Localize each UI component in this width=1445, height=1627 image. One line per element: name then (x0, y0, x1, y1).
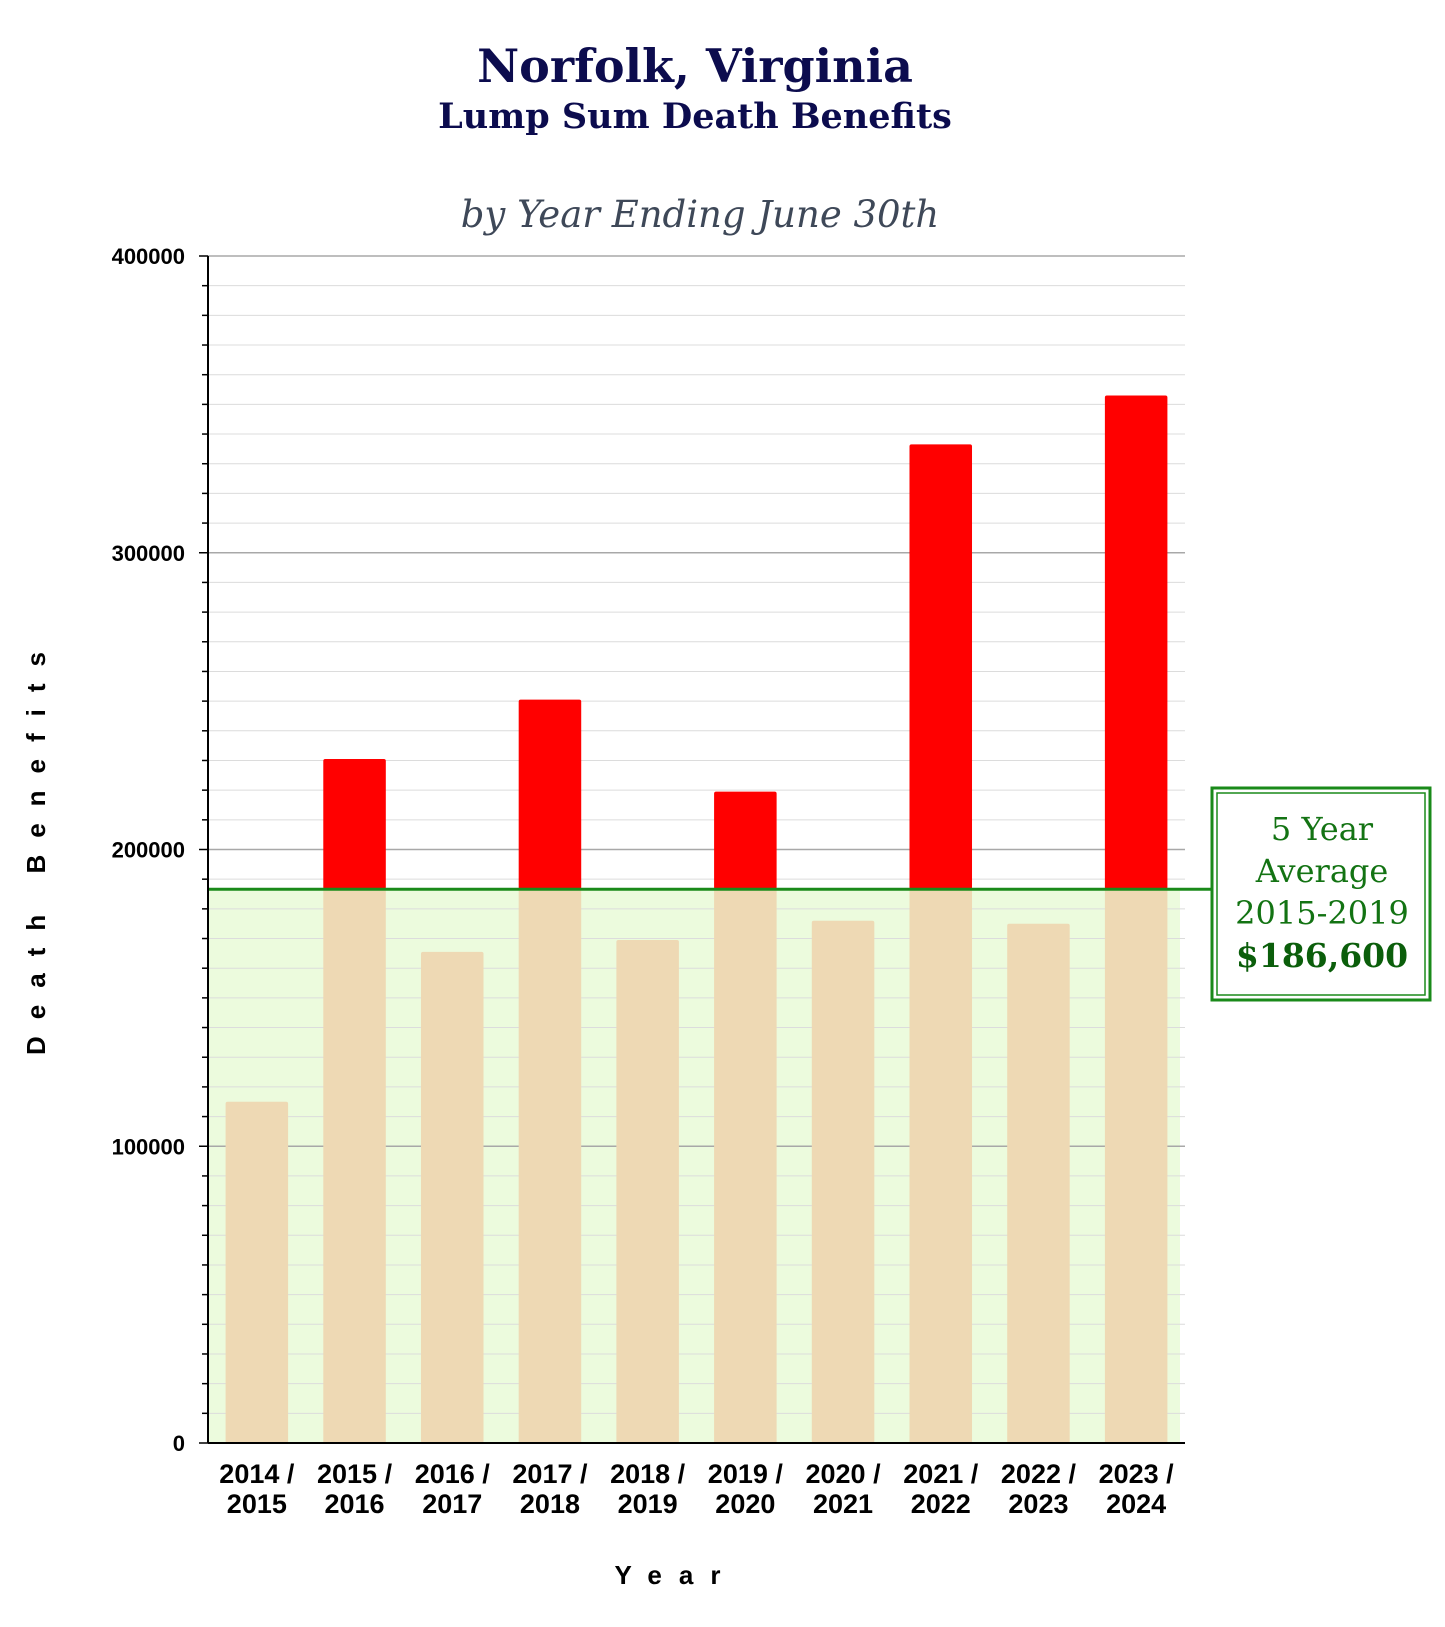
average-annotation: 5 Year Average 2015-2019 $186,600 (1210, 786, 1432, 1002)
chart-title: Norfolk, Virginia (477, 39, 913, 93)
axes (199, 255, 1185, 1444)
x-tick-label: 2016 /2017 (415, 1459, 491, 1519)
chart-subtitle: by Year Ending June 30th (461, 193, 940, 236)
average-label-line-1: 5 Year (1271, 810, 1374, 848)
bar-below-average (714, 889, 777, 1443)
y-axis-title: Death Benefits (21, 635, 51, 1055)
bar (225, 1101, 289, 1443)
x-tick-label: 2015 /2016 (317, 1459, 393, 1519)
y-tick-label: 200000 (112, 838, 185, 863)
bar-above-average (714, 791, 777, 890)
average-value: $186,600 (1236, 936, 1408, 975)
bar-above-average (909, 444, 973, 890)
average-label-line-3: 2015-2019 (1235, 894, 1409, 932)
bar-below-average (1104, 889, 1168, 1443)
x-tick-label: 2014 /2015 (219, 1459, 295, 1519)
x-tick-label: 2017 /2018 (512, 1459, 588, 1519)
chart-title-line-2: Lump Sum Death Benefits (438, 96, 952, 137)
y-tick-label: 300000 (112, 541, 185, 566)
x-axis-title: Year (615, 1560, 738, 1590)
x-tick-label: 2018 /2019 (610, 1459, 686, 1519)
average-annotation-box (1210, 786, 1432, 1002)
bar-above-average (518, 699, 582, 890)
bar (1007, 923, 1070, 1443)
x-tick-label: 2020 /2021 (806, 1459, 882, 1519)
y-tick-label: 0 (173, 1431, 185, 1456)
x-tick-label: 2021 /2022 (903, 1459, 979, 1519)
bar-below-average (323, 889, 386, 1443)
y-tick-labels: 400000 300000 200000 100000 0 (112, 244, 185, 1456)
x-tick-label: 2022 /2023 (1001, 1459, 1077, 1519)
x-tick-label: 2019 /2020 (708, 1459, 784, 1519)
average-annotation-inner-border (1216, 792, 1426, 996)
y-tick-label: 400000 (112, 244, 185, 269)
y-tick-label: 100000 (112, 1134, 185, 1159)
average-label-line-2: Average (1255, 852, 1389, 890)
x-tick-labels: 2014 /2015 2015 /2016 2016 /2017 2017 /2018… (219, 1459, 1174, 1519)
bar-below-average (518, 889, 582, 1443)
bar-above-average (323, 758, 386, 890)
bar (811, 920, 875, 1443)
bar (616, 940, 679, 1443)
bar (420, 951, 484, 1443)
bar-below-average (909, 889, 973, 1443)
bars (225, 395, 1168, 1443)
x-tick-label: 2023 /2024 (1099, 1459, 1175, 1519)
bar-above-average (1104, 395, 1168, 890)
